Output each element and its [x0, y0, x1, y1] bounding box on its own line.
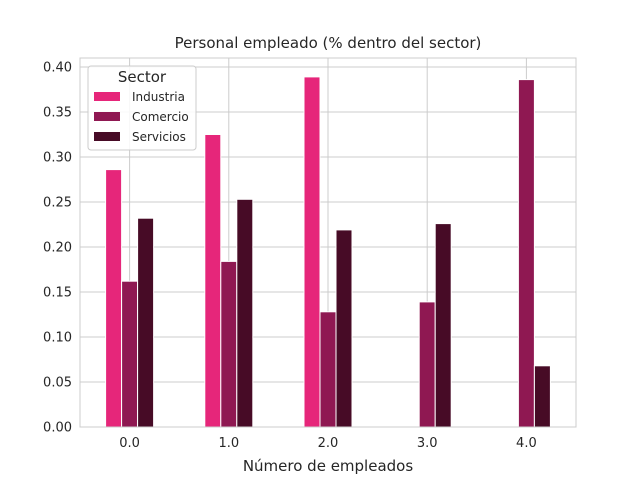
legend: Sector Industria Comercio Servicios	[87, 65, 197, 151]
legend-label-servicios: Servicios	[132, 130, 186, 144]
y-tick-label: 0.40	[43, 61, 72, 76]
legend-swatch-industria	[94, 92, 120, 101]
y-tick-label: 0.20	[43, 241, 72, 256]
legend-swatch-servicios	[94, 132, 120, 141]
legend-box	[87, 65, 197, 151]
legend-label-comercio: Comercio	[132, 110, 189, 124]
bar-comercio-3	[418, 301, 436, 428]
chart-title: Personal empleado (% dentro del sector)	[175, 34, 482, 52]
bar-industria-0	[105, 169, 123, 428]
y-tick-label: 0.35	[43, 106, 72, 121]
bar-comercio-2	[319, 311, 337, 428]
bar-servicios-0	[137, 217, 155, 428]
legend-title: Sector	[118, 68, 167, 86]
x-tick-label: 4.0	[516, 436, 537, 451]
bar-industria-1	[204, 134, 222, 428]
y-tick-label: 0.30	[43, 151, 72, 166]
bar-comercio-0	[121, 280, 139, 428]
bar-servicios-4	[533, 365, 551, 428]
bar-industria-2	[303, 76, 321, 428]
plot-frame	[79, 57, 577, 428]
y-tick-label: 0.00	[43, 421, 72, 436]
x-tick-label: 0.0	[119, 436, 140, 451]
legend-entries: Industria Comercio Servicios	[94, 90, 189, 144]
x-axis-title: Número de empleados	[243, 457, 414, 475]
bar-comercio-4	[517, 79, 535, 428]
bar-servicios-3	[434, 223, 452, 428]
legend-swatch-comercio	[94, 112, 120, 121]
x-tick-label: 1.0	[218, 436, 239, 451]
x-tick-label: 2.0	[318, 436, 339, 451]
bar-servicios-1	[236, 198, 254, 428]
legend-label-industria: Industria	[132, 90, 185, 104]
y-tick-label: 0.10	[43, 331, 72, 346]
y-tick-label: 0.25	[43, 196, 72, 211]
x-tick-label: 3.0	[417, 436, 438, 451]
y-tick-label: 0.15	[43, 286, 72, 301]
y-tick-label: 0.05	[43, 376, 72, 391]
tick-labels: 0.00 0.05 0.10 0.15 0.20 0.25 0.30 0.35 0.40 0.0 1…	[43, 61, 537, 452]
bar-servicios-2	[335, 229, 353, 428]
bar-comercio-1	[220, 260, 238, 428]
